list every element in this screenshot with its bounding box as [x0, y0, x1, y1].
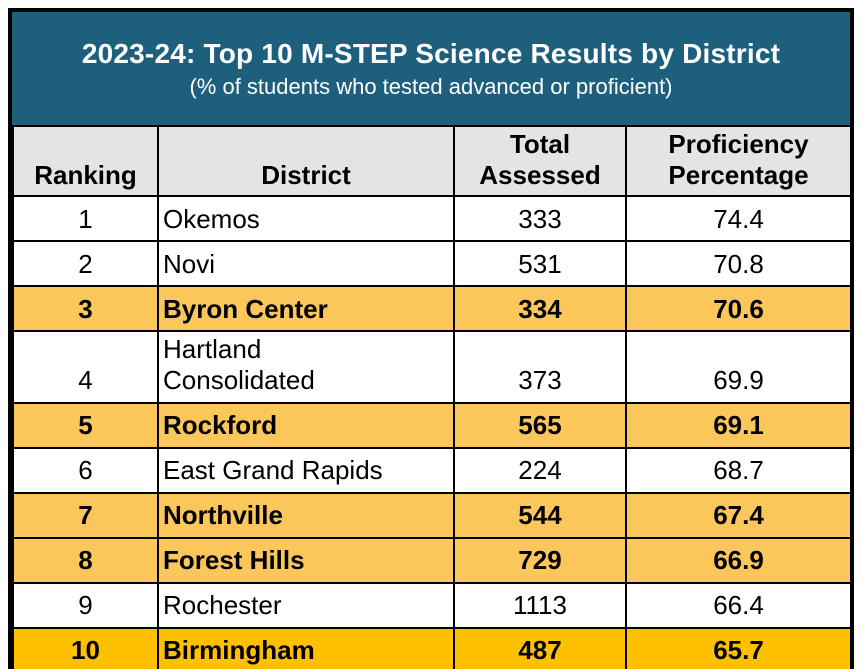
ranking-cell: 2: [12, 240, 159, 288]
total-assessed-cell: 729: [453, 536, 627, 584]
table-row: 1 Okemos 333 74.4: [12, 195, 852, 243]
total-assessed-cell: 224: [453, 446, 627, 494]
results-tbody: 1 Okemos 333 74.4 2 Novi 531 70.8 3 Byron Center 3…: [12, 195, 852, 669]
proficiency-cell: 70.8: [625, 240, 852, 288]
ranking-cell: 1: [12, 195, 159, 243]
ranking-cell: 3: [12, 285, 159, 333]
district-cell: Rockford: [157, 401, 455, 449]
header-ranking: Ranking: [12, 124, 159, 198]
table-row: 4 Hartland Consolidated 373 69.9: [12, 330, 852, 404]
table-row: 3 Byron Center 334 70.6: [12, 285, 852, 333]
district-cell: Rochester: [157, 581, 455, 629]
ranking-cell: 6: [12, 446, 159, 494]
header-total-assessed: Total Assessed: [453, 124, 627, 198]
total-assessed-cell: 1113: [453, 581, 627, 629]
header-district: District: [157, 124, 455, 198]
proficiency-cell: 69.1: [625, 401, 852, 449]
total-assessed-cell: 565: [453, 401, 627, 449]
header-row: Ranking District Total Assessed Proficie…: [12, 124, 852, 198]
ranking-cell: 9: [12, 581, 159, 629]
ranking-cell: 10: [12, 626, 159, 669]
district-cell: Hartland Consolidated: [157, 330, 455, 404]
proficiency-cell: 66.9: [625, 536, 852, 584]
proficiency-cell: 65.7: [625, 626, 852, 669]
page-title: 2023-24: Top 10 M-STEP Science Results b…: [81, 37, 781, 69]
table-row: 10 Birmingham 487 65.7: [12, 626, 852, 669]
ranking-cell: 4: [12, 330, 159, 404]
ranking-cell: 7: [12, 491, 159, 539]
district-cell: Birmingham: [157, 626, 455, 669]
total-assessed-cell: 531: [453, 240, 627, 288]
proficiency-cell: 67.4: [625, 491, 852, 539]
district-cell: Novi: [157, 240, 455, 288]
header-proficiency: Proficiency Percentage: [625, 124, 852, 198]
results-table: Ranking District Total Assessed Proficie…: [12, 124, 852, 669]
table-row: 6 East Grand Rapids 224 68.7: [12, 446, 852, 494]
title-banner: 2023-24: Top 10 M-STEP Science Results b…: [12, 12, 850, 125]
district-cell: Okemos: [157, 195, 455, 243]
proficiency-cell: 74.4: [625, 195, 852, 243]
table-row: 8 Forest Hills 729 66.9: [12, 536, 852, 584]
proficiency-cell: 68.7: [625, 446, 852, 494]
table-row: 9 Rochester 1113 66.4: [12, 581, 852, 629]
ranking-cell: 8: [12, 536, 159, 584]
total-assessed-cell: 333: [453, 195, 627, 243]
total-assessed-cell: 373: [453, 330, 627, 404]
district-cell: Byron Center: [157, 285, 455, 333]
table-row: 7 Northville 544 67.4: [12, 491, 852, 539]
district-cell: East Grand Rapids: [157, 446, 455, 494]
table-row: 2 Novi 531 70.8: [12, 240, 852, 288]
results-card: 2023-24: Top 10 M-STEP Science Results b…: [8, 8, 854, 669]
table-row: 5 Rockford 565 69.1: [12, 401, 852, 449]
table-header: Ranking District Total Assessed Proficie…: [12, 124, 852, 198]
ranking-cell: 5: [12, 401, 159, 449]
district-cell: Forest Hills: [157, 536, 455, 584]
proficiency-cell: 69.9: [625, 330, 852, 404]
total-assessed-cell: 334: [453, 285, 627, 333]
total-assessed-cell: 487: [453, 626, 627, 669]
total-assessed-cell: 544: [453, 491, 627, 539]
proficiency-cell: 70.6: [625, 285, 852, 333]
proficiency-cell: 66.4: [625, 581, 852, 629]
page-subtitle: (% of students who tested advanced or pr…: [189, 74, 673, 100]
district-cell: Northville: [157, 491, 455, 539]
